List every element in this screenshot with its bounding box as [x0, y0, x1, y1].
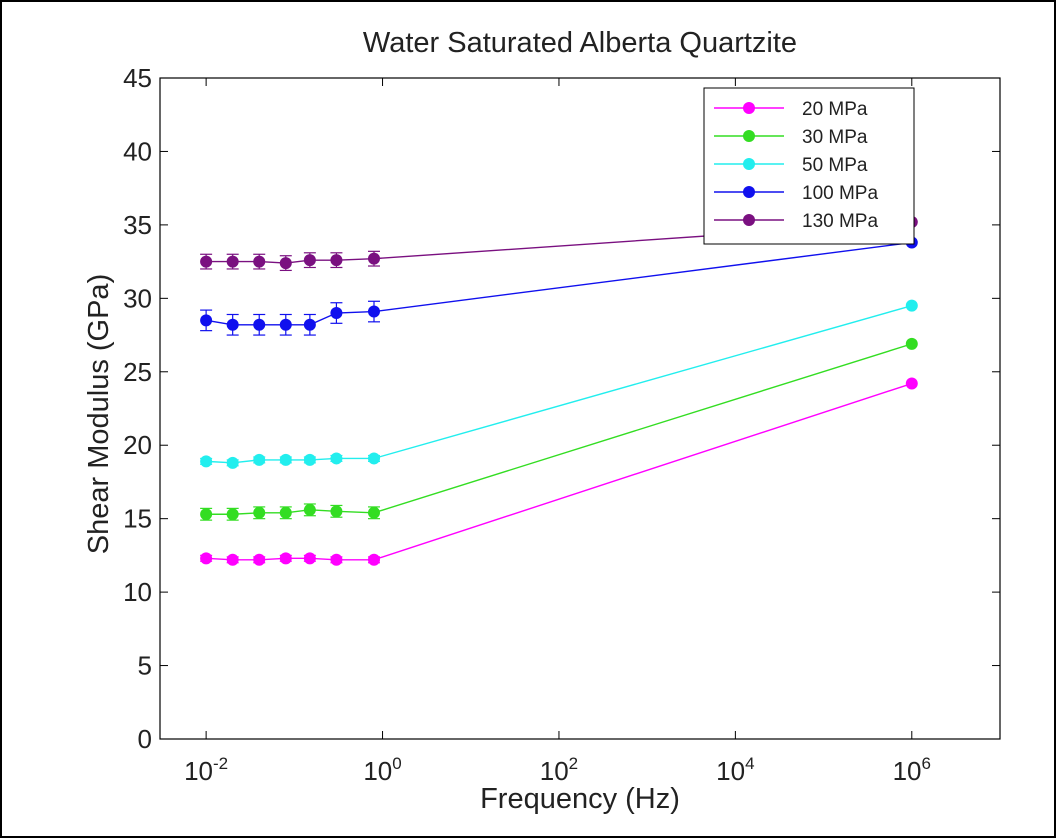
data-point [253, 255, 266, 268]
legend-marker [743, 158, 755, 170]
data-point [905, 337, 918, 350]
data-point [303, 552, 316, 565]
x-tick-label: 10-2 [184, 754, 228, 786]
data-point [330, 452, 343, 465]
plot-area: 0 5 10 15 20 25 30 35 40 45 10-2 100 102 104 106 [123, 63, 1001, 786]
data-point [367, 305, 380, 318]
data-point [330, 505, 343, 518]
data-point [279, 318, 292, 331]
y-tick-label: 40 [123, 136, 152, 166]
legend-label: 130 MPa [802, 211, 878, 232]
legend-marker [743, 214, 755, 226]
legend-label: 20 MPa [802, 99, 868, 120]
data-point [253, 553, 266, 566]
x-tick-label: 100 [363, 754, 401, 786]
legend-item: 100 MPa [714, 183, 878, 204]
data-point [330, 254, 343, 267]
series-line [206, 382, 913, 561]
data-point [226, 456, 239, 469]
data-point [226, 318, 239, 331]
legend-item: 50 MPa [714, 155, 868, 176]
x-tick-label: 106 [893, 754, 931, 786]
data-point [905, 377, 918, 390]
y-tick-label: 0 [138, 724, 152, 754]
y-tick-label: 35 [123, 210, 152, 240]
x-axis-label: Frequency (Hz) [480, 783, 680, 815]
data-point [279, 506, 292, 519]
y-tick-label: 30 [123, 283, 152, 313]
series-20-mpa [200, 377, 918, 566]
legend: 20 MPa 30 MPa 50 MPa 100 MPa 130 MPa [703, 87, 915, 245]
y-axis-label: Shear Modulus (GPa) [83, 274, 115, 554]
y-tick-label: 45 [123, 63, 152, 93]
data-point [330, 307, 343, 320]
data-point [200, 455, 213, 468]
data-point [200, 552, 213, 565]
axes-box [159, 77, 1001, 740]
data-point [367, 506, 380, 519]
data-point [226, 508, 239, 521]
data-point [303, 503, 316, 516]
series-100-mpa [200, 236, 918, 336]
y-tick-label: 20 [123, 430, 152, 460]
series-30-mpa [200, 337, 918, 521]
y-tick-label: 10 [123, 577, 152, 607]
series-50-mpa [200, 299, 918, 469]
legend-label: 30 MPa [802, 127, 868, 148]
data-point [226, 255, 239, 268]
y-tick-label: 25 [123, 357, 152, 387]
data-point [303, 453, 316, 466]
data-point [367, 252, 380, 265]
data-point [200, 314, 213, 327]
y-tick-label: 5 [138, 651, 152, 681]
data-point [279, 257, 292, 270]
series-line [206, 343, 913, 515]
legend-marker [743, 130, 755, 142]
chart-title: Water Saturated Alberta Quartzite [363, 27, 797, 59]
legend-label: 100 MPa [802, 183, 878, 204]
data-point [330, 553, 343, 566]
x-tick-label: 102 [540, 754, 578, 786]
y-tick-label: 15 [123, 504, 152, 534]
legend-marker [743, 186, 755, 198]
legend-item: 20 MPa [714, 99, 868, 120]
data-point [303, 318, 316, 331]
data-point [253, 318, 266, 331]
data-point [303, 254, 316, 267]
data-point [279, 552, 292, 565]
data-point [905, 299, 918, 312]
data-point [226, 553, 239, 566]
data-point [253, 506, 266, 519]
data-point [279, 453, 292, 466]
legend-item: 130 MPa [714, 211, 878, 232]
legend-item: 30 MPa [714, 127, 868, 148]
data-point [200, 508, 213, 521]
data-point [200, 255, 213, 268]
x-tick-label: 104 [716, 754, 754, 786]
data-point [253, 453, 266, 466]
legend-label: 50 MPa [802, 155, 868, 176]
data-point [367, 452, 380, 465]
legend-box [703, 87, 915, 245]
legend-marker [743, 102, 755, 114]
data-point [367, 553, 380, 566]
